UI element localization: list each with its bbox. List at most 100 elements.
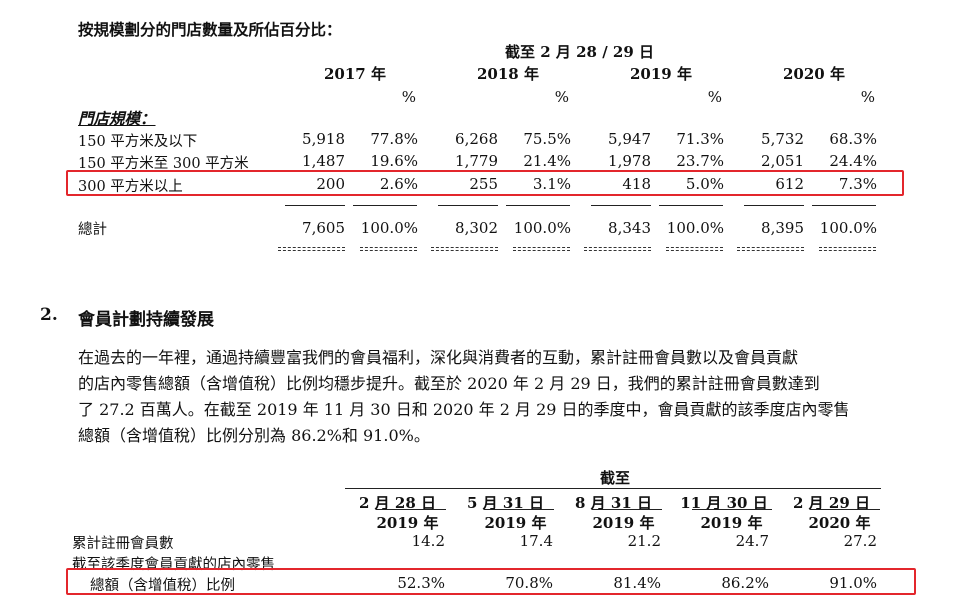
table-cell: 418	[622, 175, 651, 193]
table-cell: 91.0%	[829, 574, 877, 592]
table-cell: 1,487	[302, 152, 345, 170]
highlight-box	[66, 170, 904, 196]
member-table-as-of: 截至	[599, 469, 630, 487]
table-cell: 24.7	[735, 532, 769, 550]
rule-line	[744, 205, 804, 206]
year-2018-header: 2018 年	[477, 65, 539, 83]
year-header: 2019 年	[484, 514, 547, 532]
table-cell: 71.3%	[676, 130, 724, 148]
row-label: 150 平方米至 300 平方米	[78, 156, 249, 172]
table-cell: 8,395	[761, 219, 804, 237]
table-cell: 6,268	[455, 130, 498, 148]
table-cell: 7,605	[302, 219, 345, 237]
table-cell: 5,947	[608, 130, 651, 148]
table-cell: 19.6%	[370, 152, 418, 170]
double-rule	[360, 247, 417, 251]
table-cell: 52.3%	[397, 574, 445, 592]
section-paragraph: 在過去的一年裡，通過持續豐富我們的會員福利，深化與消費者的互動，累計註冊會員數以…	[78, 345, 850, 449]
store-table-title: 按規模劃分的門店數量及所佔百分比：	[78, 20, 342, 39]
year-header: 2019 年	[376, 514, 439, 532]
year-2017-header: 2017 年	[324, 65, 386, 83]
year-header: 2020 年	[808, 514, 871, 532]
rule-line	[438, 205, 498, 206]
double-rule	[819, 247, 876, 251]
paragraph-line: 在過去的一年裡，通過持續豐富我們的會員福利，深化與消費者的互動，累計註冊會員數以…	[78, 348, 799, 367]
date-header: 11 月 30 日	[680, 494, 768, 512]
year-2020-header: 2020 年	[783, 65, 845, 83]
rule-line	[353, 205, 417, 206]
table-cell: 5,918	[302, 130, 345, 148]
double-rule	[584, 247, 651, 251]
table-cell: 70.8%	[505, 574, 553, 592]
date-header: 2 月 28 日	[359, 494, 436, 512]
date-underline	[376, 509, 446, 510]
table-cell: 100.0%	[666, 219, 724, 237]
double-rule	[431, 247, 498, 251]
year-2019-header: 2019 年	[630, 65, 692, 83]
row-label-line2: 總額（含增值稅）比例	[90, 578, 235, 594]
date-underline	[484, 509, 554, 510]
row-label: 150 平方米及以下	[78, 134, 198, 150]
paragraph-line: 了 27.2 百萬人。在截至 2019 年 11 月 30 日和 2020 年 …	[78, 400, 850, 419]
date-header: 5 月 31 日	[467, 494, 544, 512]
year-header: 2019 年	[700, 514, 763, 532]
table-cell: 100.0%	[360, 219, 418, 237]
table-cell: 7.3%	[838, 175, 877, 193]
table-cell: 14.2	[411, 532, 445, 550]
highlight-box	[66, 568, 916, 595]
table-cell: 21.4%	[523, 152, 571, 170]
paragraph-line: 總額（含增值稅）比例分別為 86.2%和 91.0%。	[78, 426, 430, 445]
table-cell: 5.0%	[685, 175, 724, 193]
table-cell: 24.4%	[829, 152, 877, 170]
pct-symbol: %	[554, 88, 569, 106]
table-cell: 3.1%	[532, 175, 571, 193]
table-cell: 8,343	[608, 219, 651, 237]
table-cell: 2.6%	[379, 175, 418, 193]
table-cell: 27.2	[843, 532, 877, 550]
date-underline	[810, 509, 880, 510]
rule-line	[506, 205, 570, 206]
table-cell: 1,779	[455, 152, 498, 170]
double-rule	[737, 247, 804, 251]
rule-line	[591, 205, 651, 206]
pct-symbol: %	[707, 88, 722, 106]
double-rule	[666, 247, 723, 251]
table-cell: 100.0%	[819, 219, 877, 237]
table-cell: 81.4%	[613, 574, 661, 592]
table-cell: 612	[775, 175, 804, 193]
rule-line	[812, 205, 876, 206]
table-cell: 8,302	[455, 219, 498, 237]
date-underline	[692, 509, 772, 510]
store-size-section-label: 門店規模：	[78, 109, 156, 128]
table-cell: 100.0%	[513, 219, 571, 237]
table-cell: 255	[469, 175, 498, 193]
header-rule	[345, 488, 881, 489]
table-cell: 5,732	[761, 130, 804, 148]
table-cell: 77.8%	[370, 130, 418, 148]
date-header: 8 月 31 日	[575, 494, 652, 512]
double-rule	[513, 247, 570, 251]
row-label: 累計註冊會員數	[72, 536, 174, 552]
total-label: 總計	[78, 222, 107, 238]
table-cell: 1,978	[608, 152, 651, 170]
section-number: 2.	[40, 305, 58, 325]
date-header: 2 月 29 日	[793, 494, 870, 512]
section-title: 會員計劃持續發展	[78, 310, 214, 330]
pct-symbol: %	[860, 88, 875, 106]
table-cell: 2,051	[761, 152, 804, 170]
double-rule	[278, 247, 345, 251]
row-label: 300 平方米以上	[78, 179, 183, 195]
table-cell: 200	[316, 175, 345, 193]
table-cell: 23.7%	[676, 152, 724, 170]
table-cell: 86.2%	[721, 574, 769, 592]
table-cell: 75.5%	[523, 130, 571, 148]
store-table-as-of: 截至 2 月 28 / 29 日	[505, 43, 654, 61]
table-cell: 68.3%	[829, 130, 877, 148]
table-cell: 21.2	[627, 532, 661, 550]
date-underline	[592, 509, 662, 510]
pct-symbol: %	[401, 88, 416, 106]
paragraph-line: 的店內零售總額（含增值稅）比例均穩步提升。截至於 2020 年 2 月 29 日…	[78, 374, 820, 393]
rule-line	[285, 205, 345, 206]
table-cell: 17.4	[519, 532, 553, 550]
year-header: 2019 年	[592, 514, 655, 532]
